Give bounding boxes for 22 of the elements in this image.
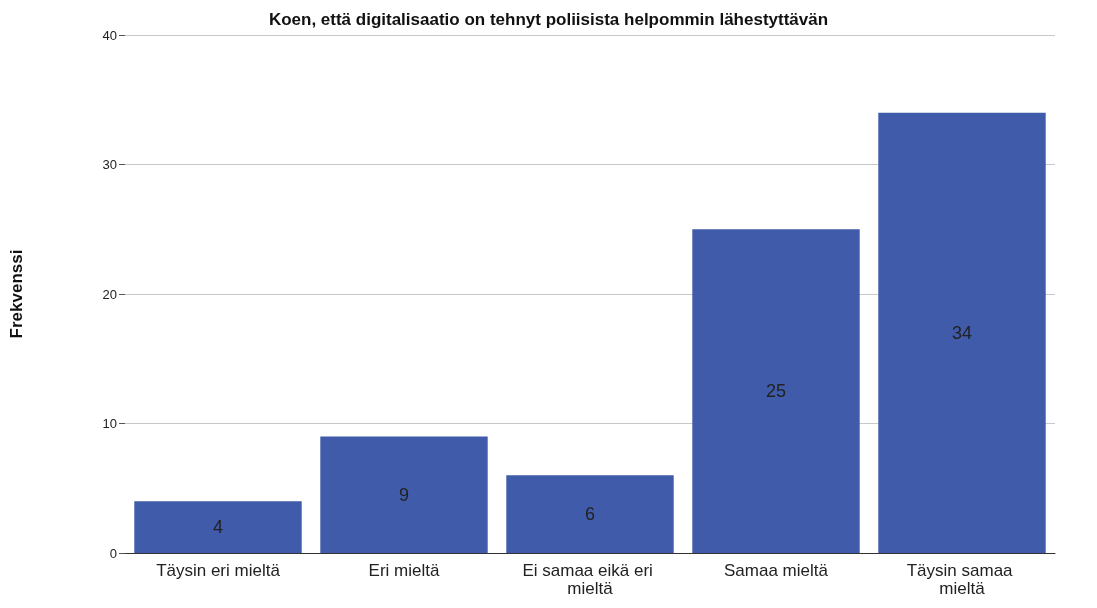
data-label: 25 xyxy=(765,381,787,402)
data-label: 34 xyxy=(951,322,973,343)
x-tick-label: Eri mieltä xyxy=(368,560,440,580)
data-label: 6 xyxy=(584,504,596,525)
bar xyxy=(878,112,1046,553)
bar xyxy=(134,501,302,553)
x-tick-label: Samaa mieltä xyxy=(724,560,829,580)
y-tick-label: 30 xyxy=(102,157,117,172)
y-tick-label: 10 xyxy=(102,416,117,431)
y-axis-title: Frekvenssi xyxy=(7,249,26,339)
x-tick-label: Täysin eri mieltä xyxy=(156,560,281,580)
x-tick-label: Täysin samaa mieltä xyxy=(906,560,1018,598)
data-label: 4 xyxy=(212,517,224,538)
x-tick-label: Ei samaa eikä eri mieltä xyxy=(522,560,658,598)
y-tick-label: 20 xyxy=(102,286,117,302)
chart-title: Koen, että digitalisaatio on tehnyt poliisista helpommin lähestyttävän xyxy=(268,10,829,29)
bar xyxy=(692,229,860,553)
data-label: 9 xyxy=(398,484,410,505)
bar xyxy=(506,475,674,553)
y-tick-label: 0 xyxy=(109,545,117,561)
y-tick-label: 40 xyxy=(102,27,117,43)
bar xyxy=(320,436,488,553)
